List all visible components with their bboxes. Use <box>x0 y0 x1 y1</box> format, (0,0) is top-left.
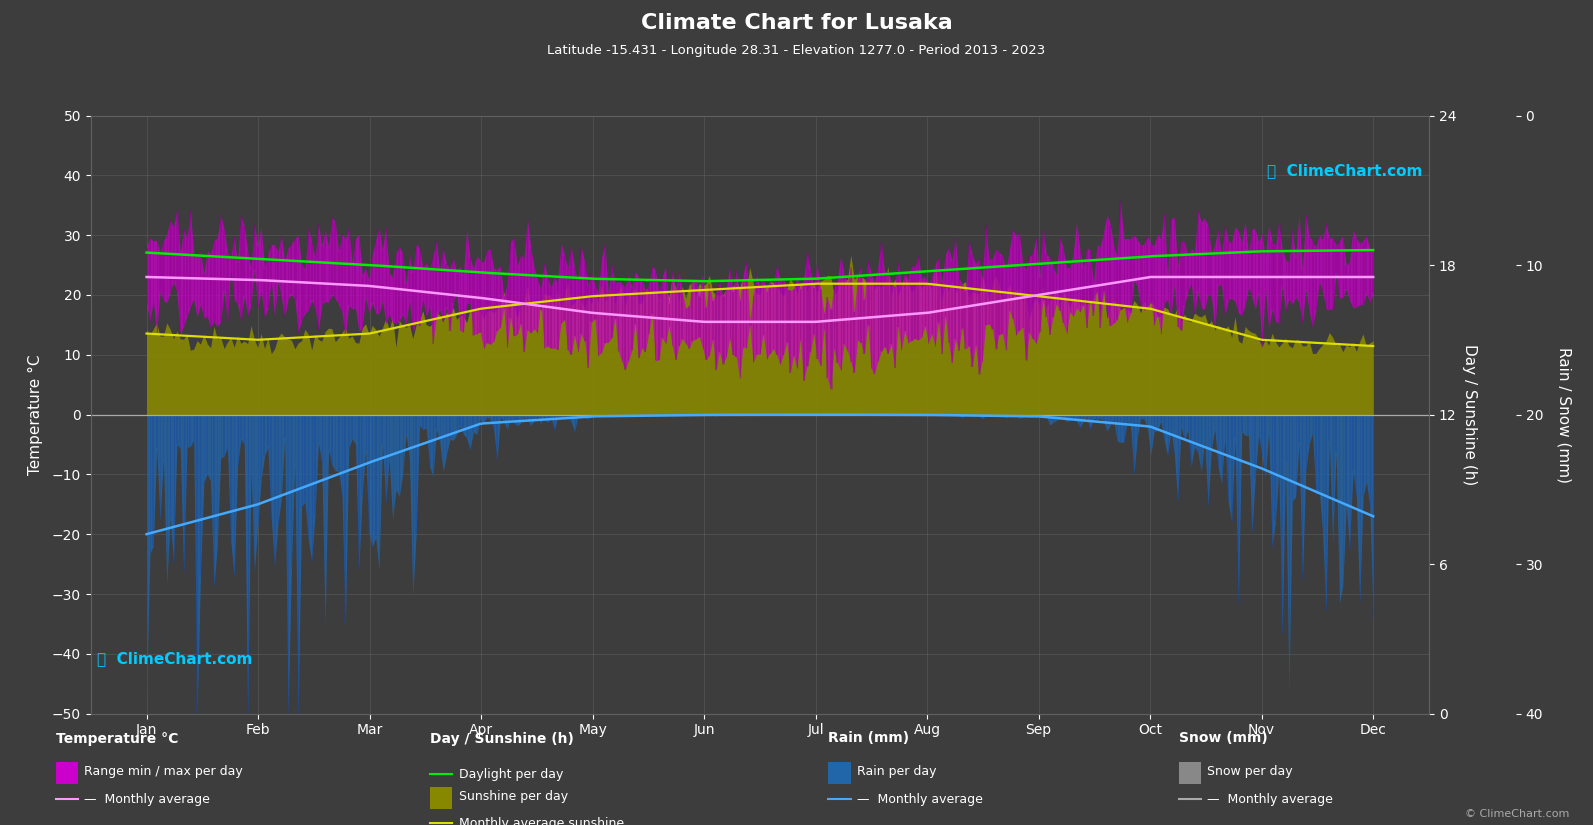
Text: Sunshine per day: Sunshine per day <box>459 790 569 804</box>
Text: Temperature °C: Temperature °C <box>56 732 178 746</box>
Y-axis label: Day / Sunshine (h): Day / Sunshine (h) <box>1462 344 1477 485</box>
Y-axis label: Temperature °C: Temperature °C <box>29 354 43 475</box>
Text: Snow per day: Snow per day <box>1207 766 1294 779</box>
Text: —  Monthly average: — Monthly average <box>84 793 210 806</box>
Text: Range min / max per day: Range min / max per day <box>84 766 244 779</box>
Text: 🌍  ClimeChart.com: 🌍 ClimeChart.com <box>1266 163 1423 178</box>
Text: Rain (mm): Rain (mm) <box>828 732 910 746</box>
Text: Latitude -15.431 - Longitude 28.31 - Elevation 1277.0 - Period 2013 - 2023: Latitude -15.431 - Longitude 28.31 - Ele… <box>548 44 1045 57</box>
Text: Climate Chart for Lusaka: Climate Chart for Lusaka <box>640 13 953 33</box>
Text: 🌍  ClimeChart.com: 🌍 ClimeChart.com <box>97 651 253 666</box>
Text: Monthly average sunshine: Monthly average sunshine <box>459 818 624 825</box>
Text: Daylight per day: Daylight per day <box>459 768 564 781</box>
Text: —  Monthly average: — Monthly average <box>1207 793 1333 806</box>
Y-axis label: Rain / Snow (mm): Rain / Snow (mm) <box>1556 346 1571 483</box>
Text: Day / Sunshine (h): Day / Sunshine (h) <box>430 732 573 746</box>
Text: Rain per day: Rain per day <box>857 766 937 779</box>
Text: Snow (mm): Snow (mm) <box>1179 732 1268 746</box>
Text: © ClimeChart.com: © ClimeChart.com <box>1464 808 1569 818</box>
Text: —  Monthly average: — Monthly average <box>857 793 983 806</box>
